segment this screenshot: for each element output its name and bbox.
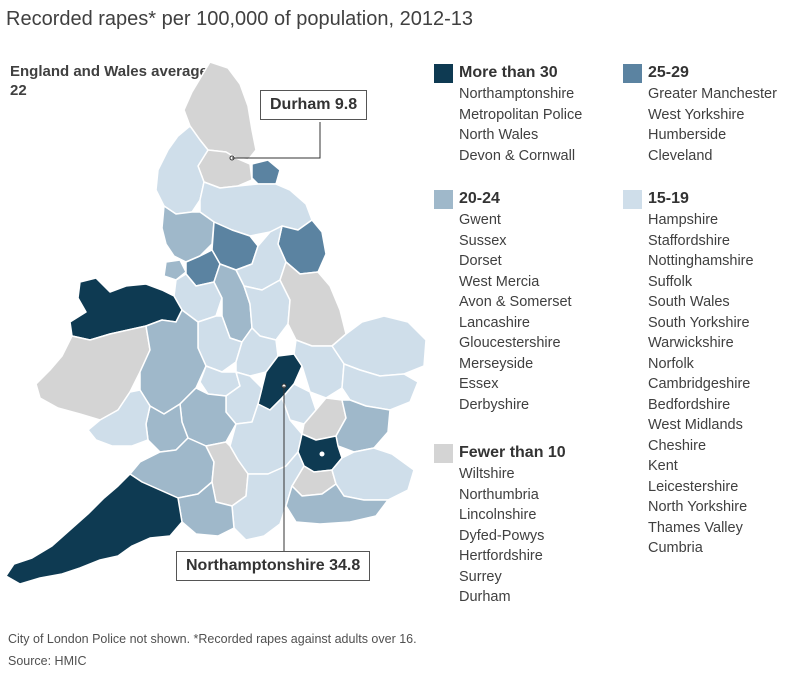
legend-swatch xyxy=(623,63,642,83)
legend-15-19: 15-19 Hampshire Staffordshire Nottingham… xyxy=(623,188,793,559)
source-note: Source: HMIC xyxy=(8,654,87,668)
legend-item: Staffordshire xyxy=(648,232,730,249)
footnote: City of London Police not shown. *Record… xyxy=(8,632,417,646)
legend-item: North Yorkshire xyxy=(648,499,748,515)
legend-item: Norfolk xyxy=(648,355,694,372)
region-merseyside[interactable] xyxy=(163,259,187,281)
chart-title: Recorded rapes* per 100,000 of populatio… xyxy=(6,8,474,30)
legend-item: Wiltshire xyxy=(459,466,515,482)
legend-item: Lincolnshire xyxy=(459,507,537,523)
legend-item: Cheshire xyxy=(648,437,707,454)
legend-item: Suffolk xyxy=(648,273,693,290)
legend-title: 25-29 xyxy=(648,64,689,81)
legend-swatch xyxy=(434,443,453,463)
legend-item: West Midlands xyxy=(648,417,743,433)
legend-item: West Mercia xyxy=(459,273,540,290)
legend-more-than-30: More than 30 Northamptonshire Metropolit… xyxy=(434,62,604,166)
region-sussex[interactable] xyxy=(285,483,389,525)
legend-item: Leicestershire xyxy=(648,478,739,495)
region-lancashire[interactable] xyxy=(161,205,215,263)
legend-item: West Yorkshire xyxy=(648,106,745,123)
legend-item: Metropolitan Police xyxy=(459,106,583,123)
legend-item: South Yorkshire xyxy=(648,314,750,331)
legend-item: Dyfed-Powys xyxy=(459,527,545,544)
region-dorset[interactable] xyxy=(177,481,235,537)
legend-fewer-than-10: Fewer than 10 Wiltshire Northumbria Linc… xyxy=(434,442,604,608)
region-cambridgeshire[interactable] xyxy=(293,339,345,399)
legend-item: Hertfordshire xyxy=(459,548,543,564)
region-suffolk[interactable] xyxy=(341,363,419,411)
legend-item: Merseyside xyxy=(459,355,534,372)
legend-item: Gloucestershire xyxy=(459,335,561,351)
legend-item: Northumbria xyxy=(459,486,539,503)
legend-item: Essex xyxy=(459,376,499,392)
england-wales-map xyxy=(5,61,427,585)
legend-item: Thames Valley xyxy=(648,519,743,536)
legend-item: Nottinghamshire xyxy=(648,253,754,269)
legend-item: Durham xyxy=(459,589,511,605)
region-hampshire[interactable] xyxy=(231,451,305,541)
region-kent[interactable] xyxy=(331,447,415,501)
legend-item: Surrey xyxy=(459,568,502,585)
metropolitan-marker xyxy=(319,451,325,457)
legend-swatch xyxy=(434,63,453,83)
legend-item: Devon & Cornwall xyxy=(459,147,576,164)
legend-item: Cleveland xyxy=(648,147,713,164)
legend-item: Kent xyxy=(648,458,678,474)
legend-swatch xyxy=(623,189,642,209)
legend-item: Hampshire xyxy=(648,212,719,228)
region-devon-cornwall[interactable] xyxy=(5,473,183,585)
legend-title: Fewer than 10 xyxy=(459,444,566,461)
durham-callout: Durham 9.8 xyxy=(260,90,368,120)
legend-item: North Wales xyxy=(459,127,539,143)
legend-item: Humberside xyxy=(648,127,727,143)
legend-item: Lancashire xyxy=(459,314,530,331)
legend-item: Northamptonshire xyxy=(459,86,575,102)
legend-item: Dorset xyxy=(459,253,502,269)
legend-item: Warwickshire xyxy=(648,335,734,351)
legend-title: More than 30 xyxy=(459,64,558,81)
legend-title: 20-24 xyxy=(459,190,500,207)
legend-item: South Wales xyxy=(648,294,730,310)
legend-item: Greater Manchester xyxy=(648,86,777,102)
legend-item: Avon & Somerset xyxy=(459,294,572,310)
legend-item: Cambridgeshire xyxy=(648,376,751,392)
legend-item: Derbyshire xyxy=(459,396,530,413)
durham-leader-line xyxy=(232,122,321,159)
legend-item: Bedfordshire xyxy=(648,396,731,413)
legend-25-29: 25-29 Greater Manchester West Yorkshire … xyxy=(623,62,793,166)
legend-item: Cumbria xyxy=(648,540,703,556)
average-label: England and Wales average 22 xyxy=(10,63,208,99)
legend-20-24: 20-24 Gwent Sussex Dorset West Mercia Av… xyxy=(434,188,604,415)
legend-title: 15-19 xyxy=(648,190,689,207)
legend-swatch xyxy=(434,189,453,209)
legend-item: Gwent xyxy=(459,212,501,228)
northamptonshire-callout: Northamptonshire 34.8 xyxy=(176,551,371,581)
legend-item: Sussex xyxy=(459,232,507,249)
region-south-wales[interactable] xyxy=(87,389,151,447)
region-cleveland[interactable] xyxy=(251,159,281,185)
region-lincolnshire[interactable] xyxy=(279,261,347,347)
